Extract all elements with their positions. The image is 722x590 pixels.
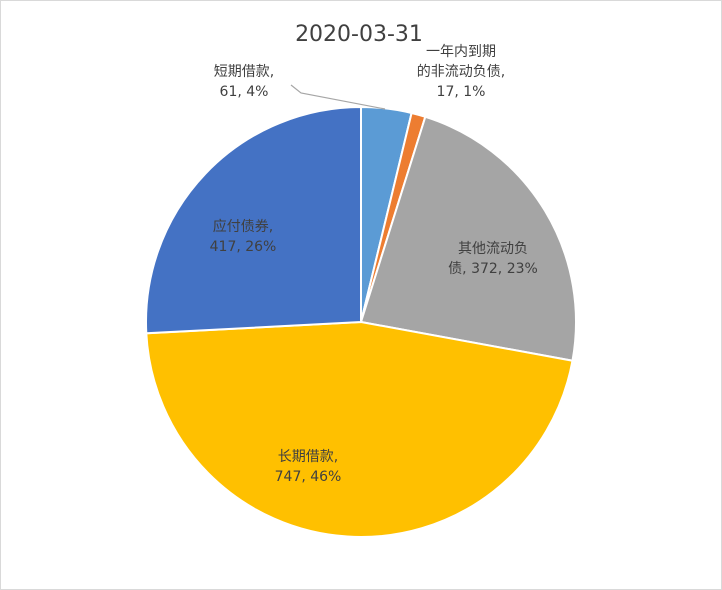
data-label: 应付债券, 417, 26%	[210, 218, 277, 255]
data-label-line: 17, 1%	[437, 84, 486, 100]
pie-slice	[145, 105, 362, 335]
pie-slice	[145, 320, 574, 538]
data-label-line: 一年内到期	[426, 44, 496, 60]
data-label-line: 其他流动负	[458, 241, 528, 257]
pie-slices	[145, 105, 577, 538]
data-label-line: 417, 26%	[210, 239, 277, 255]
data-label-line: 747, 46%	[275, 469, 342, 485]
pie-slice	[359, 115, 577, 362]
data-label-line: 债, 372, 23%	[448, 261, 538, 277]
data-label-line: 应付债券,	[213, 218, 273, 235]
data-label-line: 的非流动负债,	[417, 64, 505, 80]
data-label-line: 长期借款,	[278, 449, 338, 465]
leader-line	[290, 84, 386, 110]
pie-labels: 短期借款, 61, 4% 一年内到期的非流动负债, 17, 1% 其他流动负债, 372…	[210, 44, 538, 485]
data-label-line: 61, 4%	[220, 84, 269, 100]
data-label: 一年内到期的非流动负债, 17, 1%	[417, 44, 505, 100]
data-label: 其他流动负债, 372, 23%	[448, 241, 538, 277]
data-label: 短期借款, 61, 4%	[214, 64, 274, 100]
data-label: 长期借款, 747, 46%	[275, 449, 342, 485]
chart-title: 2020-03-31	[295, 22, 423, 47]
data-label-line: 短期借款,	[214, 64, 274, 80]
